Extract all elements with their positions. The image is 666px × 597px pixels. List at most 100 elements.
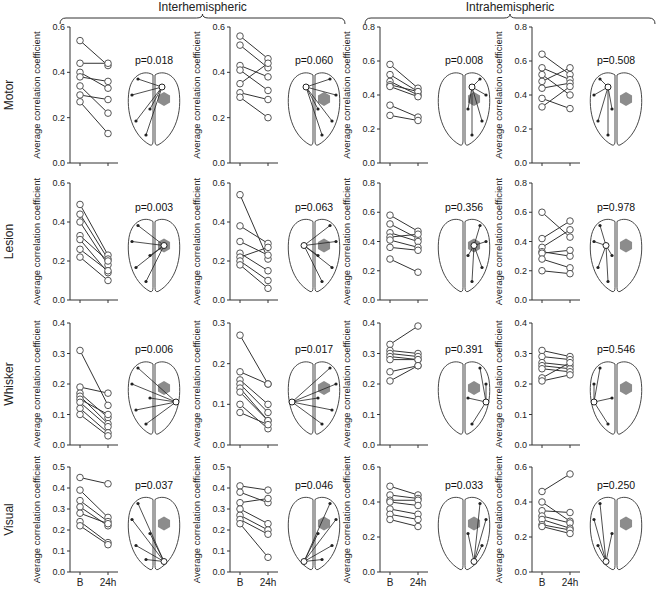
subject-point [539,71,546,78]
y-tick-label: 0.2 [52,525,65,535]
subject-point [237,332,244,339]
target-roi [130,518,133,521]
subject-point [77,411,84,418]
target-roi [334,240,337,243]
subject-line [240,524,268,558]
x-tick [418,300,419,303]
x-axis [230,300,278,301]
brain-schematic [438,73,489,145]
subject-point [387,499,394,506]
seed-roi [301,559,307,565]
panel: 0.00.10.20.30.4Average correlation coeff… [493,318,642,450]
subject-point [567,372,574,379]
y-tick [227,117,230,118]
y-tick [377,384,380,385]
y-tick-label: 0.0 [362,440,375,450]
subject-point [539,499,546,506]
y-tick-label: 0.5 [52,462,65,472]
target-roi [470,133,473,136]
x-axis [380,163,428,164]
subject-point [415,323,422,330]
y-tick [227,183,230,184]
y-tick [67,414,70,415]
y-tick-label: 0.4 [212,483,225,493]
seed-roi [471,243,477,249]
subject-line [240,412,268,424]
x-axis [230,572,278,573]
connection [292,402,322,424]
seed-roi [603,243,609,249]
target-roi [148,532,151,535]
x-tick [268,163,269,166]
subject-point [567,530,574,537]
brain-schematic [128,73,179,145]
seed-roi [301,243,307,249]
x-tick-label: 24h [410,577,427,588]
subject-point [567,218,574,225]
subject-line [542,68,570,82]
y-tick-label: 0.2 [362,124,375,134]
y-tick-label: 0.2 [362,532,375,542]
lesion [620,381,632,395]
target-roi [610,532,613,535]
y-tick-label: 0.1 [362,410,375,420]
subject-point [77,92,84,99]
x-tick [418,445,419,448]
x-tick [390,163,391,166]
target-roi [134,266,137,269]
y-tick-label: 0.1 [514,410,527,420]
y-tick [377,27,380,28]
connection [606,534,612,562]
subject-point [265,277,272,284]
connection [598,246,606,268]
target-roi [148,396,151,399]
connection [468,534,474,562]
y-tick [227,72,230,73]
subject-line [240,404,268,428]
subject-point [77,347,84,354]
subject-line [80,522,108,543]
panel: 0.00.20.40.60.8Average correlation coeff… [493,22,642,168]
y-tick-label: 0.3 [52,504,65,514]
y-tick-label: 0.3 [362,349,375,359]
x-tick [80,445,81,448]
subject-point [387,516,394,523]
subject-point [387,483,394,490]
x-tick [268,300,269,303]
subject-point [539,78,546,85]
lesion [158,517,170,531]
subject-point [77,523,84,530]
y-tick-label: 0.0 [212,295,225,305]
y-tick [227,551,230,552]
target-roi [470,422,473,425]
subject-point [265,531,272,538]
subject-line [390,366,418,372]
y-tick [227,467,230,468]
panel: 0.00.20.40.60.8Average correlation coeff… [341,22,490,168]
subject-line [390,350,418,353]
subject-line [240,97,268,117]
subject-line [80,526,108,545]
subject-point [539,256,546,263]
y-tick-label: 0.1 [52,546,65,556]
brain-hemisphere [155,73,180,145]
y-tick [227,488,230,489]
y-tick-label: 0.4 [362,318,375,328]
y-axis-label: Average correlation coefficient [493,177,504,305]
y-tick-label: 0.4 [212,67,225,77]
y-axis [70,183,71,300]
subject-line [240,515,268,530]
brain-hemisphere [465,362,490,434]
brain-hemisphere [590,73,615,145]
y-tick-label: 0.0 [514,567,527,577]
panel: 0.00.10.20.3Average correlation coeffici… [191,318,340,450]
subject-point [77,236,84,243]
subject-point [415,231,422,238]
y-tick-label: 0.0 [212,440,225,450]
subject-point [567,83,574,90]
y-tick [529,414,532,415]
data-group [77,347,112,439]
x-tick [390,300,391,303]
connection [304,246,322,282]
x-tick [570,300,571,303]
